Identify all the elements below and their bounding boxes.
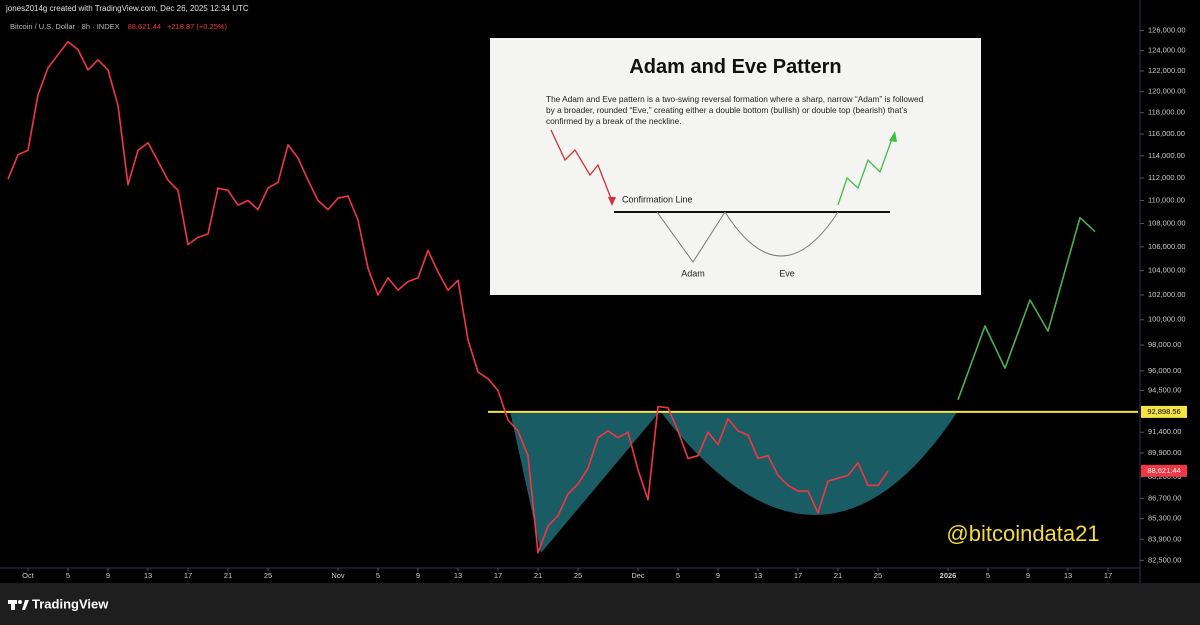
y-tick-label: 114,000.00 xyxy=(1148,151,1185,160)
watermark: @bitcoindata21 xyxy=(946,521,1099,546)
x-tick-label: 13 xyxy=(454,571,462,580)
y-tick-label: 94,500.00 xyxy=(1148,385,1181,394)
header-change: +218.87 (+0.25%) xyxy=(167,22,228,31)
y-tick-label: 100,000.00 xyxy=(1148,315,1186,324)
x-tick-label: 9 xyxy=(416,571,420,580)
neckline-price-label: 92,898.56 xyxy=(1147,407,1180,416)
y-tick-label: 82,500.00 xyxy=(1148,555,1181,564)
x-tick-label: 21 xyxy=(534,571,542,580)
eve-area xyxy=(660,411,958,515)
inset-text: The Adam and Eve pattern is a two-swing … xyxy=(546,94,924,126)
y-tick-label: 122,000.00 xyxy=(1148,66,1186,75)
x-tick-label: 9 xyxy=(716,571,720,580)
adam-label: Adam xyxy=(681,268,705,278)
price-line xyxy=(957,216,1096,401)
y-tick-label: 124,000.00 xyxy=(1148,46,1186,55)
neckline-price-box xyxy=(1141,405,1187,418)
confirmation-label: Confirmation Line xyxy=(622,194,693,204)
x-tick-label: 17 xyxy=(494,571,502,580)
footer-bar xyxy=(0,583,1200,625)
y-tick-label: 106,000.00 xyxy=(1148,242,1186,251)
x-tick-label: 13 xyxy=(144,571,152,580)
header-last-price: 88,621.44 xyxy=(128,22,161,31)
x-tick-label: 25 xyxy=(264,571,272,580)
price-line xyxy=(7,40,889,554)
x-tick-label: 5 xyxy=(676,571,680,580)
y-tick-label: 116,000.00 xyxy=(1148,129,1185,138)
x-tick-label: Nov xyxy=(331,571,345,580)
y-tick-label: 104,000.00 xyxy=(1148,266,1186,275)
x-tick-label: 9 xyxy=(1026,571,1030,580)
x-tick-label: 9 xyxy=(106,571,110,580)
inset-title: Adam and Eve Pattern xyxy=(629,56,842,78)
y-tick-label: 86,700.00 xyxy=(1148,493,1181,502)
last-price-box xyxy=(1141,464,1187,477)
x-tick-label: 5 xyxy=(66,571,70,580)
x-tick-label: 25 xyxy=(874,571,882,580)
y-tick-label: 110,000.00 xyxy=(1148,195,1185,204)
x-tick-label: 17 xyxy=(1104,571,1112,580)
eve-label: Eve xyxy=(779,268,795,278)
y-tick-label: 98,000.00 xyxy=(1148,340,1181,349)
y-tick-label: 91,400.00 xyxy=(1148,427,1181,436)
x-tick-label: 21 xyxy=(834,571,842,580)
adam-area xyxy=(510,411,660,553)
x-tick-label: 17 xyxy=(794,571,802,580)
y-tick-label: 102,000.00 xyxy=(1148,290,1186,299)
y-tick-label: 89,900.00 xyxy=(1148,448,1181,457)
x-tick-label: Oct xyxy=(22,571,35,580)
brand-logo xyxy=(8,600,29,610)
x-tick-label: 13 xyxy=(1064,571,1072,580)
y-tick-label: 120,000.00 xyxy=(1148,87,1186,96)
x-tick-label: Dec xyxy=(631,571,645,580)
footer-brand: TradingView xyxy=(32,596,109,611)
credit: jones2014g created with TradingView.com,… xyxy=(5,4,249,13)
last-price-label: 88,621.44 xyxy=(1147,466,1180,475)
y-tick-label: 96,000.00 xyxy=(1148,366,1181,375)
y-tick-label: 126,000.00 xyxy=(1148,26,1186,35)
inset-diagram: Confirmation Line Adam Eve xyxy=(550,129,897,278)
x-tick-label: 17 xyxy=(184,571,192,580)
inset-card: Adam and Eve Pattern The Adam and Eve pa… xyxy=(490,38,981,295)
price-scale xyxy=(1140,0,1200,583)
y-tick-label: 112,000.00 xyxy=(1148,173,1185,182)
x-tick-label: 21 xyxy=(224,571,232,580)
y-tick-label: 118,000.00 xyxy=(1148,108,1185,117)
x-tick-label: 2026 xyxy=(940,571,957,580)
symbol: Bitcoin / U.S. Dollar · 8h · INDEX xyxy=(10,22,120,31)
x-tick-label: 5 xyxy=(986,571,990,580)
x-tick-label: 25 xyxy=(574,571,582,580)
x-tick-label: 13 xyxy=(754,571,762,580)
y-tick-label: 85,300.00 xyxy=(1148,514,1181,523)
x-tick-label: 5 xyxy=(376,571,380,580)
y-tick-label: 83,900.00 xyxy=(1148,534,1181,543)
y-tick-label: 108,000.00 xyxy=(1148,218,1186,227)
